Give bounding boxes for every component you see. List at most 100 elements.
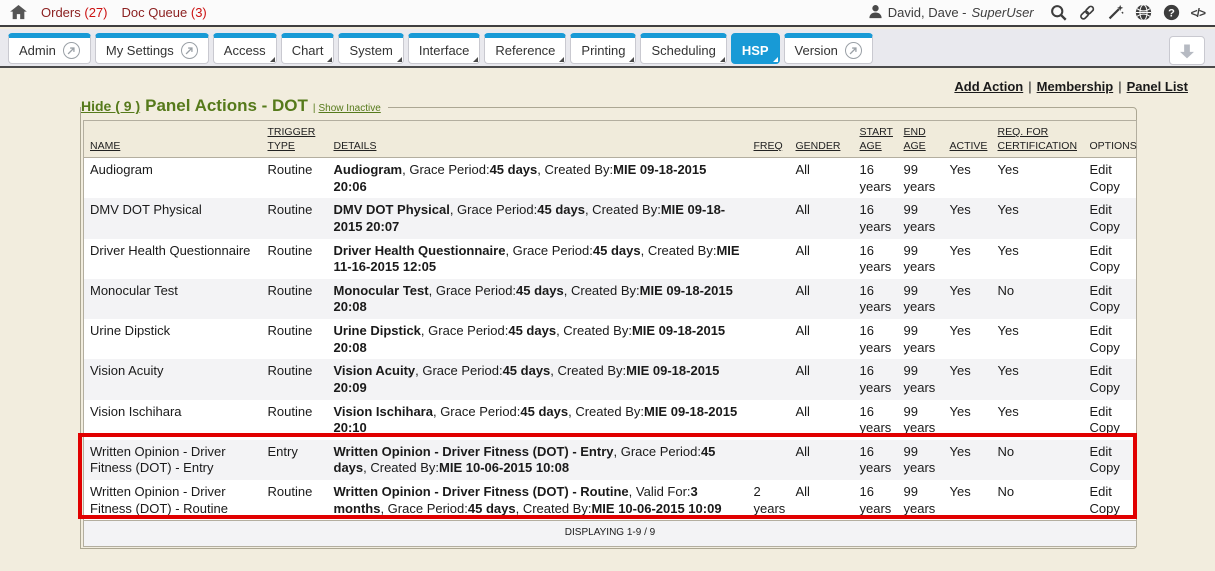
cell-name: Audiogram (90, 162, 153, 177)
cell-active: Yes (943, 198, 992, 239)
popout-icon[interactable] (62, 42, 80, 59)
edit-link[interactable]: Edit (1089, 242, 1112, 258)
cell-options: Edit Copy (1084, 319, 1137, 359)
cell-req-for-certification: Yes (997, 323, 1019, 338)
copy-link[interactable]: Copy (1089, 460, 1120, 476)
cell-details: Vision Acuity, Grace Period:45 days, Cre… (327, 359, 748, 400)
copy-link[interactable]: Copy (1089, 299, 1120, 315)
dropdown-corner-icon (719, 57, 725, 62)
action-link-separator: | (1118, 79, 1122, 94)
copy-link[interactable]: Copy (1089, 178, 1120, 194)
home-icon[interactable] (10, 5, 27, 20)
cell-req-for-certification: Yes (997, 242, 1019, 258)
cell-details: DMV DOT Physical, Grace Period:45 days, … (327, 198, 748, 239)
top-bar: Orders (27) Doc Queue (3) David, Dave - … (0, 0, 1215, 27)
cell-req-for-certification: Yes (991, 198, 1084, 239)
tab-my-settings[interactable]: My Settings (94, 33, 209, 64)
edit-link[interactable]: Edit (1089, 282, 1112, 298)
tab-chart[interactable]: Chart (280, 33, 335, 64)
edit-link[interactable]: Edit (1089, 443, 1112, 459)
copy-link[interactable]: Copy (1089, 339, 1120, 355)
copy-link[interactable]: Copy (1089, 420, 1120, 436)
edit-link[interactable]: Edit (1089, 323, 1112, 338)
show-inactive-link[interactable]: Show Inactive (318, 103, 381, 114)
cell-details: Written Opinion - Driver Fitness (DOT) -… (333, 484, 722, 516)
column-header-freq[interactable]: FREQ (747, 120, 790, 158)
action-link-separator: | (1028, 79, 1032, 94)
tab-system[interactable]: System (338, 33, 404, 64)
copy-link[interactable]: Copy (1089, 500, 1120, 516)
table-row: Written Opinion - Driver Fitness (DOT) -… (83, 439, 1137, 480)
user-icon (868, 4, 883, 22)
doc-queue-link[interactable]: Doc Queue (3) (121, 5, 206, 20)
column-header-end-age[interactable]: END AGE (897, 120, 944, 158)
table-footer-row: DISPLAYING 1-9 / 9 (83, 520, 1137, 547)
wand-icon[interactable] (1107, 4, 1124, 21)
cell-freq (747, 359, 790, 400)
tab-version[interactable]: Version (783, 33, 873, 64)
help-icon[interactable]: ? (1163, 4, 1180, 21)
cell-options: Edit Copy (1084, 158, 1137, 199)
cell-start-age: 16 years (853, 278, 898, 319)
hide-link[interactable]: Hide ( 9 ) (81, 98, 141, 114)
tab-hsp[interactable]: HSP (730, 33, 780, 64)
edit-link[interactable]: Edit (1089, 363, 1112, 379)
edit-link[interactable]: Edit (1089, 484, 1112, 499)
code-icon[interactable]: </> (1190, 5, 1206, 20)
cell-trigger-type: Routine (261, 278, 328, 319)
user-menu[interactable]: David, Dave - SuperUser (868, 4, 1034, 22)
column-header-req-for-certification[interactable]: REQ. FOR CERTIFICATION (991, 120, 1084, 158)
doc-queue-label: Doc Queue (121, 5, 188, 20)
tab-access[interactable]: Access (212, 33, 277, 64)
cell-options: Edit Copy (1083, 198, 1137, 239)
membership-link[interactable]: Membership (1036, 79, 1114, 94)
cell-details: Audiogram, Grace Period:45 days, Created… (333, 162, 707, 194)
tab-bar: Admin My Settings Access Chart System Inter… (0, 29, 1215, 68)
cell-trigger-type: Routine (267, 242, 313, 258)
column-header-details[interactable]: DETAILS (327, 120, 748, 158)
panel-list-link[interactable]: Panel List (1126, 79, 1188, 94)
tab-label: Chart (291, 43, 324, 58)
popout-icon[interactable] (844, 42, 862, 59)
tab-admin[interactable]: Admin (8, 33, 91, 64)
popout-icon[interactable] (180, 42, 198, 59)
table-row: Audiogram Routine Audiogram, Grace Period:… (84, 158, 1137, 199)
tab-scheduling[interactable]: Scheduling (640, 33, 727, 64)
cell-active: Yes (943, 439, 992, 480)
cell-options: Edit Copy (1083, 278, 1137, 319)
cell-trigger-type: Routine (267, 484, 313, 499)
user-name: David, Dave - (887, 5, 967, 20)
cell-start-age: 16 years (859, 162, 892, 194)
dropdown-corner-icon (396, 57, 402, 62)
column-header-start-age[interactable]: START AGE (853, 120, 898, 158)
globe-icon[interactable] (1135, 4, 1152, 21)
copy-link[interactable]: Copy (1089, 218, 1120, 234)
user-role: SuperUser (971, 5, 1034, 20)
dropdown-corner-icon (327, 57, 333, 62)
tab-label: System (349, 43, 393, 58)
cell-req-for-certification: No (991, 278, 1084, 319)
link-icon[interactable] (1078, 4, 1096, 21)
orders-link[interactable]: Orders (27) (41, 5, 107, 20)
panel-actions-fieldset: Hide ( 9 ) Panel Actions - DOT | Show In… (80, 96, 1137, 549)
tab-printing[interactable]: Printing (570, 33, 637, 64)
edit-link[interactable]: Edit (1089, 403, 1112, 419)
edit-link[interactable]: Edit (1089, 162, 1112, 177)
copy-link[interactable]: Copy (1089, 379, 1120, 395)
collapse-tabs-button[interactable] (1169, 36, 1205, 65)
copy-link[interactable]: Copy (1089, 259, 1120, 275)
edit-link[interactable]: Edit (1089, 202, 1112, 218)
tab-interface[interactable]: Interface (407, 33, 481, 64)
column-header-name[interactable]: NAME (83, 120, 262, 158)
legend-separator: | (312, 103, 316, 114)
column-header-active[interactable]: ACTIVE (943, 120, 992, 158)
column-header-gender[interactable]: GENDER (789, 120, 854, 158)
column-header-trigger-type[interactable]: TRIGGER TYPE (261, 120, 328, 158)
tab-reference[interactable]: Reference (484, 33, 567, 64)
search-icon[interactable] (1050, 4, 1067, 21)
cell-gender: All (795, 403, 810, 419)
cell-start-age: 16 years (859, 484, 892, 516)
cell-gender: All (789, 439, 854, 480)
add-action-link[interactable]: Add Action (954, 79, 1024, 94)
cell-name: Vision Ischihara (90, 403, 182, 419)
